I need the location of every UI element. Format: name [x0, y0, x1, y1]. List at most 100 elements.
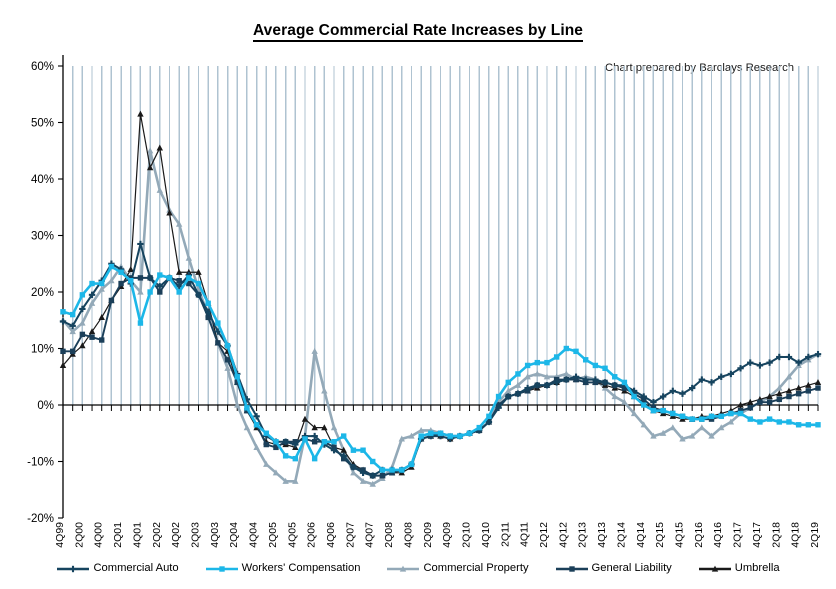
- x-axis-tick-label: 4Q07: [364, 522, 376, 548]
- data-point: [311, 439, 318, 445]
- data-point: [660, 407, 666, 414]
- y-axis: -20% -10% 0% 10% 20% 30% 40% 50% 60%: [27, 55, 64, 525]
- data-point: [379, 467, 386, 473]
- data-point: [88, 328, 96, 335]
- x-axis-tick-label: 4Q12: [557, 522, 569, 548]
- data-point: [69, 311, 76, 318]
- data-point: [127, 266, 134, 272]
- data-point: [592, 362, 599, 369]
- x-axis-tick-label: 2Q14: [615, 522, 627, 548]
- data-point: [727, 418, 735, 425]
- data-point: [543, 373, 551, 380]
- legend-label: General Liability: [591, 562, 672, 575]
- data-point: [611, 393, 618, 400]
- data-point: [147, 289, 153, 295]
- x-axis-tick-label: 4Q15: [673, 522, 685, 548]
- data-point: [495, 393, 502, 400]
- y-axis-tick-label: 30%: [31, 231, 54, 243]
- x-axis-tick-label: 4Q14: [635, 522, 647, 548]
- data-point: [263, 460, 270, 467]
- data-point: [137, 320, 144, 326]
- data-point: [99, 337, 105, 343]
- x-axis-labels: 4Q99 2Q00 4Q00 2Q01 4Q01 2Q02 4Q02 2Q03 4Q03 2Q04…: [54, 522, 821, 548]
- x-axis-tick-label: 4Q02: [170, 522, 182, 548]
- data-point: [302, 436, 308, 442]
- x-axis-tick-label: 4Q11: [519, 522, 531, 547]
- legend-marker: [218, 566, 225, 572]
- x-axis-tick-label: 2Q13: [577, 522, 589, 548]
- legend-item-umbrella[interactable]: Umbrella: [698, 563, 780, 575]
- y-axis-tick-label: -20%: [27, 513, 54, 525]
- legend-marker: [568, 566, 575, 572]
- legend-swatch-triangle-icon: [698, 565, 731, 572]
- data-point: [253, 443, 260, 450]
- legend-label: Workers' Compensation: [241, 562, 361, 575]
- data-point: [350, 447, 357, 453]
- x-axis-tick-label: 2Q18: [770, 522, 782, 548]
- data-point: [137, 275, 144, 281]
- data-point: [146, 164, 154, 171]
- x-axis-tick-label: 4Q16: [712, 522, 724, 548]
- data-point: [166, 209, 173, 216]
- data-point: [69, 328, 76, 335]
- data-point: [99, 280, 105, 287]
- data-point: [815, 385, 821, 391]
- data-point: [641, 402, 647, 408]
- data-point: [447, 433, 453, 439]
- legend-label: Commercial Property: [423, 562, 529, 575]
- data-point: [360, 447, 366, 453]
- data-point: [186, 280, 192, 287]
- data-point: [282, 453, 289, 459]
- legend-swatch-square-icon: [205, 566, 238, 572]
- x-axis-tick-label: 4Q05: [286, 522, 298, 548]
- data-point: [679, 413, 686, 419]
- data-point: [505, 379, 511, 386]
- data-point: [505, 387, 512, 394]
- data-point: [118, 280, 124, 287]
- x-axis-tick-label: 2Q09: [422, 522, 434, 548]
- data-point: [60, 309, 66, 315]
- data-point: [757, 399, 763, 405]
- data-point: [728, 410, 734, 417]
- data-point: [747, 416, 753, 422]
- data-point: [311, 347, 318, 354]
- data-point: [602, 365, 608, 371]
- data-point: [786, 393, 792, 400]
- data-point: [88, 299, 96, 306]
- x-axis-tick-label: 4Q09: [441, 522, 453, 548]
- data-point: [176, 278, 182, 284]
- data-point: [244, 407, 250, 414]
- legend-item-workers-compensation[interactable]: Workers' Compensation: [205, 562, 361, 575]
- data-point: [89, 334, 95, 340]
- x-axis-tick-label: 4Q99: [54, 522, 66, 548]
- data-point: [650, 405, 657, 411]
- data-point: [534, 359, 540, 366]
- y-axis-tick-label: 50%: [31, 118, 54, 130]
- data-point: [814, 379, 822, 385]
- legend-label: Umbrella: [734, 562, 780, 575]
- data-point: [747, 398, 754, 405]
- legend-item-general-liability[interactable]: General Liability: [555, 563, 672, 575]
- legend-item-commercial-property[interactable]: Commercial Property: [386, 562, 529, 575]
- x-axis-tick-label: 4Q01: [131, 522, 143, 548]
- data-point: [399, 467, 405, 473]
- data-point: [400, 565, 407, 572]
- data-point: [630, 410, 638, 417]
- data-point: [428, 430, 434, 436]
- data-point: [631, 393, 637, 400]
- data-point: [311, 455, 318, 462]
- x-axis-tick-label: 2Q16: [693, 522, 705, 548]
- data-point: [369, 480, 376, 487]
- legend-item-commercial-auto[interactable]: Commercial Auto: [56, 563, 179, 575]
- plot-area: -20% -10% 0% 10% 20% 30% 40% 50% 60% 4Q99 2Q00 4Q00…: [27, 55, 822, 548]
- data-point: [766, 399, 773, 405]
- data-point: [321, 424, 328, 431]
- data-point: [340, 446, 347, 453]
- x-axis-tick-label: 4Q13: [596, 522, 608, 548]
- data-point: [563, 345, 570, 352]
- data-point: [776, 384, 783, 391]
- data-point: [805, 381, 812, 388]
- data-point: [205, 300, 211, 306]
- data-point: [292, 477, 299, 484]
- data-point: [215, 340, 221, 346]
